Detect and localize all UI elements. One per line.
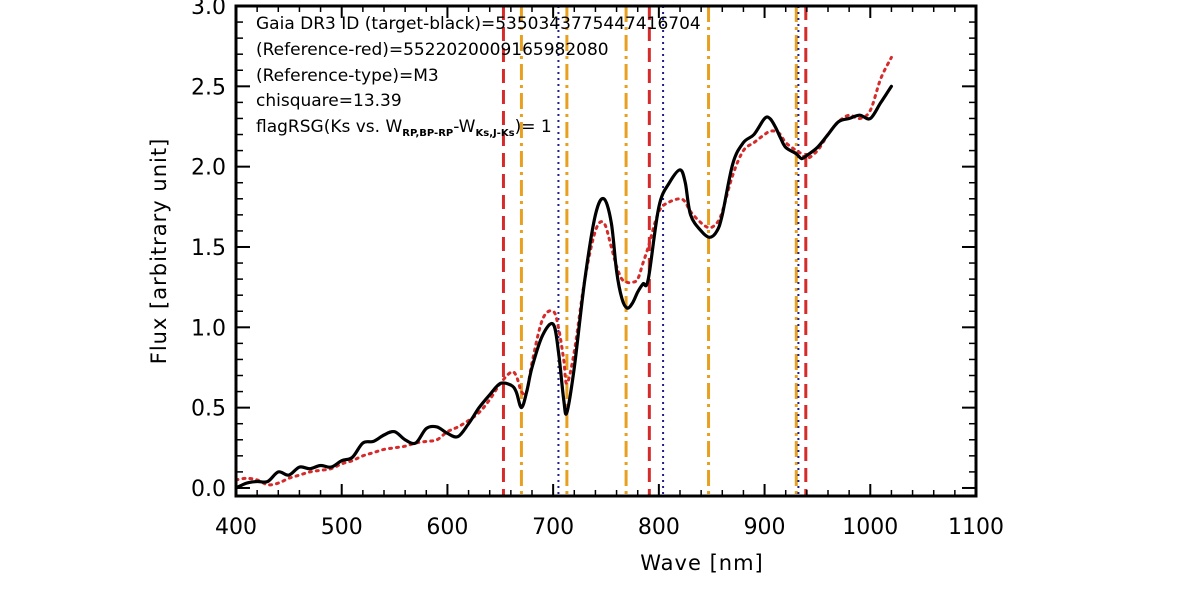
flag-rsg-part-b: -W xyxy=(453,117,475,137)
target-spectrum-line xyxy=(236,84,893,490)
annotation-block: Gaia DR3 ID (target-black)=5350343775447… xyxy=(256,14,701,139)
x-tick-label: 1000 xyxy=(842,515,898,540)
annotation-reference-red: (Reference-red)=5522020009165982080 xyxy=(256,40,609,60)
y-tick-label: 0.0 xyxy=(191,477,226,502)
y-axis-title: Flux [arbitrary unit] xyxy=(147,138,171,365)
x-tick-label: 700 xyxy=(532,515,574,540)
ticks-layer: 400 500 600 700 800 900 1000 1100 0.0 0.5 1.0 1.5 2.… xyxy=(191,0,1004,540)
y-tick-label: 2.0 xyxy=(191,156,226,181)
flag-rsg-part-c: )= 1 xyxy=(515,117,552,137)
x-tick-label: 500 xyxy=(321,515,363,540)
flag-rsg-sub-1: RP,BP-RP xyxy=(402,128,453,139)
annotation-reference-type: (Reference-type)=M3 xyxy=(256,66,439,86)
plot-frame xyxy=(234,4,978,498)
x-tick-label: 1100 xyxy=(948,515,1004,540)
y-tick-label: 0.5 xyxy=(191,397,226,422)
x-axis-title: Wave [nm] xyxy=(640,551,763,575)
reference-line-layer xyxy=(501,6,808,496)
annotation-chisquare: chisquare=13.39 xyxy=(256,91,402,111)
series-layer xyxy=(236,55,893,490)
annotation-flag-rsg: flagRSG(Ks vs. WRP,BP-RP-WKs,J-Ks)= 1 xyxy=(256,117,552,139)
y-tick-label: 3.0 xyxy=(191,0,226,20)
x-tick-label: 400 xyxy=(215,515,257,540)
annotation-gaia-id: Gaia DR3 ID (target-black)=5350343775447… xyxy=(256,14,701,34)
y-tick-label: 2.5 xyxy=(191,75,226,100)
x-tick-label: 600 xyxy=(426,515,468,540)
x-tick-label: 900 xyxy=(744,515,786,540)
flag-rsg-part-a: flagRSG(Ks vs. W xyxy=(256,117,402,137)
y-tick-label: 1.5 xyxy=(191,236,226,261)
x-tick-label: 800 xyxy=(638,515,680,540)
flag-rsg-sub-2: Ks,J-Ks xyxy=(476,128,515,139)
y-tick-label: 1.0 xyxy=(191,316,226,341)
